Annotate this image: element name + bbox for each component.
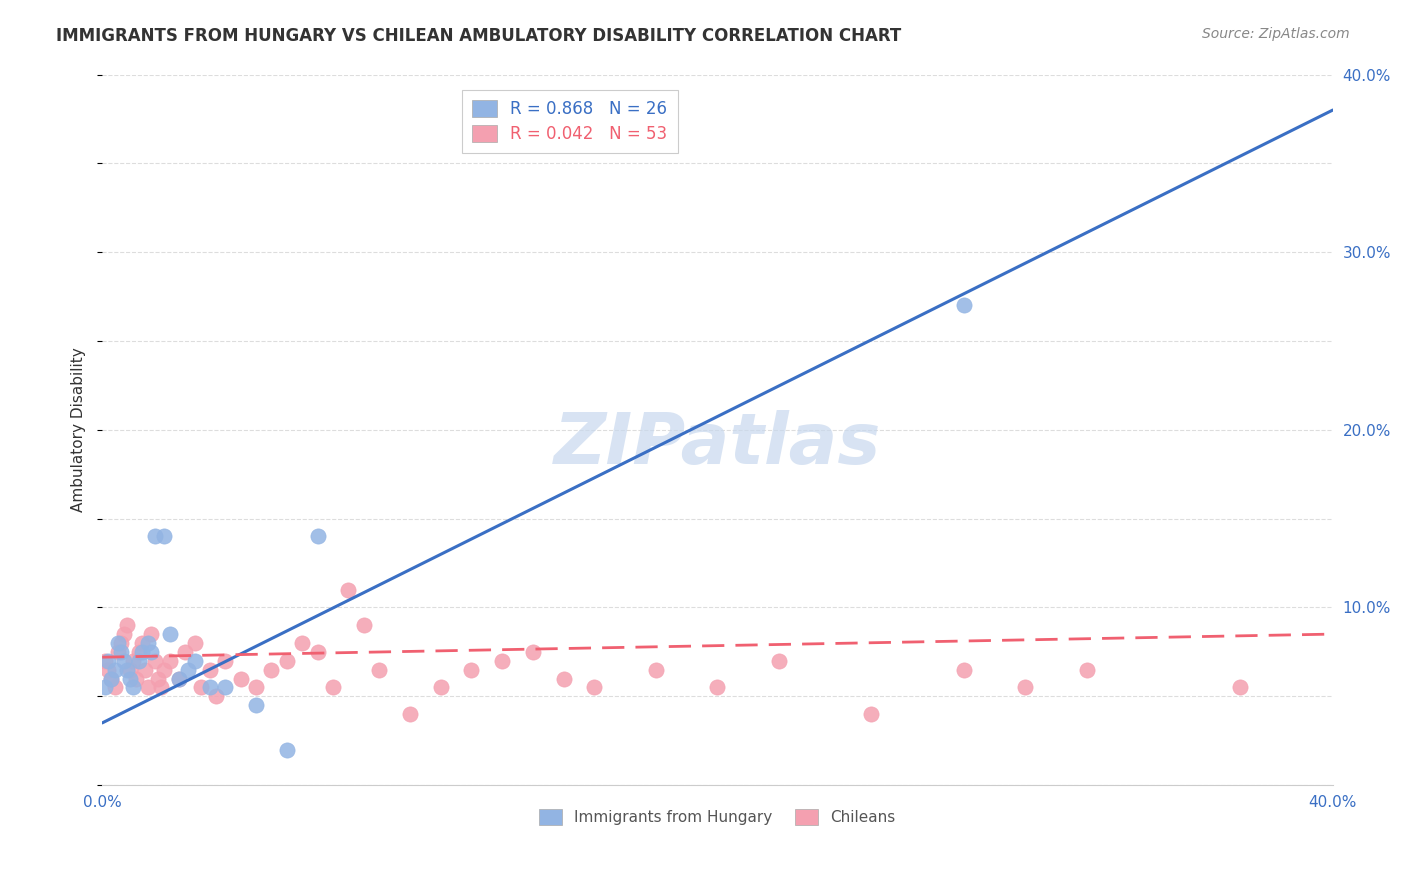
- Point: [107, 645, 129, 659]
- Point: [768, 654, 790, 668]
- Point: [198, 663, 221, 677]
- Point: [122, 654, 145, 668]
- Point: [183, 636, 205, 650]
- Point: [128, 645, 150, 659]
- Point: [583, 681, 606, 695]
- Point: [159, 627, 181, 641]
- Point: [141, 627, 163, 641]
- Point: [491, 654, 513, 668]
- Point: [131, 645, 153, 659]
- Point: [167, 672, 190, 686]
- Point: [276, 742, 298, 756]
- Text: ZIPatlas: ZIPatlas: [554, 409, 882, 478]
- Point: [553, 672, 575, 686]
- Y-axis label: Ambulatory Disability: Ambulatory Disability: [72, 347, 86, 512]
- Point: [103, 663, 125, 677]
- Point: [143, 529, 166, 543]
- Point: [125, 672, 148, 686]
- Point: [152, 663, 174, 677]
- Text: IMMIGRANTS FROM HUNGARY VS CHILEAN AMBULATORY DISABILITY CORRELATION CHART: IMMIGRANTS FROM HUNGARY VS CHILEAN AMBUL…: [56, 27, 901, 45]
- Point: [103, 681, 125, 695]
- Point: [152, 529, 174, 543]
- Point: [174, 645, 197, 659]
- Point: [706, 681, 728, 695]
- Point: [307, 645, 329, 659]
- Point: [134, 663, 156, 677]
- Point: [100, 672, 122, 686]
- Point: [952, 663, 974, 677]
- Point: [276, 654, 298, 668]
- Point: [118, 672, 141, 686]
- Point: [322, 681, 344, 695]
- Point: [146, 672, 169, 686]
- Point: [522, 645, 544, 659]
- Point: [429, 681, 451, 695]
- Point: [94, 681, 117, 695]
- Legend: Immigrants from Hungary, Chileans: Immigrants from Hungary, Chileans: [530, 800, 905, 834]
- Point: [128, 654, 150, 668]
- Point: [198, 681, 221, 695]
- Point: [1076, 663, 1098, 677]
- Point: [149, 681, 172, 695]
- Point: [291, 636, 314, 650]
- Point: [399, 706, 422, 721]
- Point: [183, 654, 205, 668]
- Point: [138, 636, 160, 650]
- Point: [190, 681, 212, 695]
- Point: [112, 654, 135, 668]
- Point: [143, 654, 166, 668]
- Point: [110, 636, 132, 650]
- Point: [245, 681, 267, 695]
- Point: [368, 663, 391, 677]
- Point: [115, 618, 138, 632]
- Point: [245, 698, 267, 713]
- Point: [138, 681, 160, 695]
- Point: [307, 529, 329, 543]
- Point: [107, 636, 129, 650]
- Point: [159, 654, 181, 668]
- Point: [97, 663, 120, 677]
- Point: [214, 654, 236, 668]
- Point: [177, 663, 200, 677]
- Point: [97, 654, 120, 668]
- Point: [115, 663, 138, 677]
- Point: [122, 681, 145, 695]
- Point: [167, 672, 190, 686]
- Text: Source: ZipAtlas.com: Source: ZipAtlas.com: [1202, 27, 1350, 41]
- Point: [110, 645, 132, 659]
- Point: [229, 672, 252, 686]
- Point: [214, 681, 236, 695]
- Point: [1014, 681, 1036, 695]
- Point: [952, 298, 974, 312]
- Point: [460, 663, 482, 677]
- Point: [1229, 681, 1251, 695]
- Point: [645, 663, 668, 677]
- Point: [337, 582, 360, 597]
- Point: [118, 663, 141, 677]
- Point: [260, 663, 283, 677]
- Point: [353, 618, 375, 632]
- Point: [860, 706, 883, 721]
- Point: [100, 672, 122, 686]
- Point: [141, 645, 163, 659]
- Point: [205, 690, 228, 704]
- Point: [131, 636, 153, 650]
- Point: [94, 654, 117, 668]
- Point: [112, 627, 135, 641]
